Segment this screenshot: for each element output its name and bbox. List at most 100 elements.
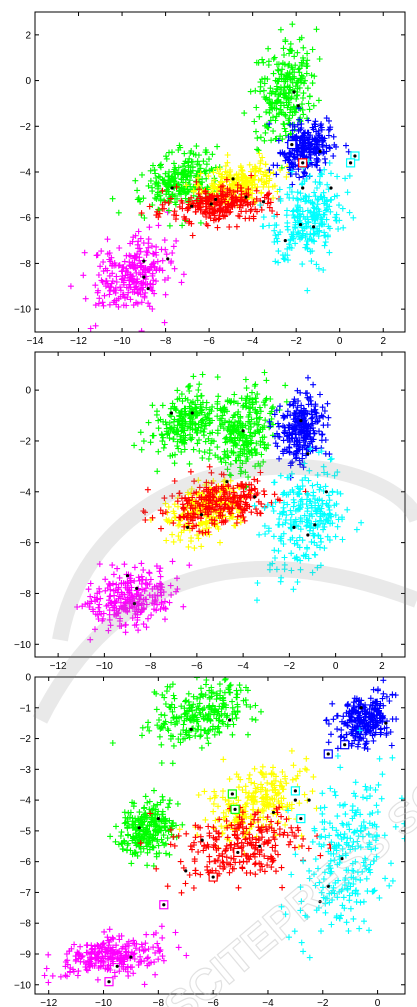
centroid-point [324, 490, 328, 494]
y-tick-label: −10 [14, 640, 31, 651]
x-tick-label: −12 [40, 998, 57, 1007]
boxed-point-center [236, 850, 240, 855]
cluster-blue [266, 105, 352, 188]
boxed-point-center [107, 980, 111, 984]
x-tick-label: −2 [284, 661, 296, 672]
cluster-points-cyan [278, 727, 405, 961]
x-tick-label: −8 [153, 998, 165, 1007]
x-tick-label: −10 [95, 998, 112, 1007]
centroid-point [318, 149, 322, 154]
cluster-red [140, 463, 309, 536]
axes-frame [34, 676, 406, 995]
y-tick-label: −7 [20, 888, 32, 899]
boxed-point-center [162, 903, 166, 907]
cluster-green [205, 369, 290, 491]
axes-frame [34, 351, 406, 658]
scatter-panel-2: −12 −10 −8 −6 −4 −2 0 2 0 −2 −4 −6 −8 −10 [14, 351, 406, 672]
boxed-point-center [326, 752, 330, 756]
centroid-point [166, 257, 170, 261]
x-tick-label: −10 [96, 661, 113, 672]
centroid-point [299, 419, 303, 423]
y-tick-label: 2 [25, 30, 31, 41]
centroid-point [326, 884, 330, 888]
boxed-point-center [353, 154, 357, 158]
cluster-points-magenta [67, 209, 187, 332]
centroid-point [142, 259, 146, 263]
boxed-point-center [293, 789, 297, 793]
x-tick-label: −6 [191, 661, 203, 672]
cluster-points-red [137, 804, 334, 896]
centroid-point [214, 197, 218, 202]
centroid-point [156, 816, 160, 821]
x-tick-label: −4 [247, 336, 259, 347]
y-tick-label: −1 [20, 703, 32, 714]
centroid-point [125, 574, 130, 578]
centroid-point [296, 104, 300, 108]
cluster-points-red [138, 172, 282, 239]
x-tick-label: −6 [207, 998, 219, 1007]
y-tick-label: −6 [20, 213, 32, 224]
centroid-point [306, 452, 310, 456]
cluster-blue [323, 677, 400, 752]
boxed-point-center [233, 807, 237, 811]
centroid-point [137, 826, 141, 830]
centroid-point [293, 798, 297, 802]
centroid-point [298, 222, 303, 227]
cluster-points-cyan [251, 445, 365, 604]
cluster-green [109, 142, 225, 229]
x-tick-label: −10 [114, 336, 131, 347]
cluster-cyan [251, 445, 365, 604]
x-tick-label: 0 [337, 336, 343, 347]
x-tick-label: −8 [145, 661, 157, 672]
y-tick-label: −8 [20, 259, 32, 270]
centroid-point [292, 525, 296, 529]
centroid-point [189, 727, 193, 731]
y-tick-label: 0 [25, 76, 31, 87]
centroid-point [184, 869, 188, 873]
centroid-point [129, 955, 133, 959]
centroid-point [329, 186, 333, 190]
centroid-point [170, 186, 174, 190]
cluster-magenta [41, 923, 190, 988]
centroid-point [190, 411, 194, 415]
cluster-points-green [107, 787, 186, 869]
boxed-point-center [230, 792, 234, 796]
centroid-point [227, 718, 232, 722]
cluster-points-red [140, 463, 309, 536]
x-tick-label: −4 [237, 661, 249, 672]
boxed-point-center [299, 816, 303, 821]
y-tick-label: −6 [20, 538, 32, 549]
cluster-points-blue [266, 105, 352, 188]
x-tick-label: 2 [380, 336, 386, 347]
x-tick-label: −12 [50, 661, 67, 672]
boxed-point-center [348, 161, 353, 165]
centroid-point [318, 900, 322, 904]
centroid-point [301, 186, 305, 190]
cluster-red [138, 172, 282, 239]
cluster-blue [266, 374, 333, 481]
x-tick-label: −14 [27, 336, 44, 347]
boxed-point-center [211, 875, 215, 879]
y-tick-label: 0 [25, 673, 31, 684]
x-tick-label: −6 [203, 336, 215, 347]
y-tick-label: −2 [20, 436, 32, 447]
centroid-point [241, 429, 245, 433]
centroid-point [283, 238, 287, 243]
centroid-point [313, 523, 317, 527]
x-tick-label: −8 [160, 336, 172, 347]
boxed-point-center [343, 743, 347, 747]
cluster-points-green [131, 371, 275, 475]
centroid-point [306, 533, 310, 537]
centroid-point [359, 706, 363, 710]
scatter-panel-3: −12 −10 −8 −6 −4 −2 0 0 −1 −2 −3 −4 −5 −6 −7 −8 −9 −10 [14, 673, 406, 1007]
centroid-point [186, 525, 190, 529]
cluster-points-blue [266, 374, 333, 481]
centroid-point [190, 204, 194, 208]
plot-area [74, 369, 365, 643]
centroid-point [244, 195, 248, 199]
centroid-point [307, 798, 311, 802]
x-tick-label: −2 [317, 998, 329, 1007]
y-tick-label: −5 [20, 826, 32, 837]
cluster-magenta [67, 209, 187, 332]
